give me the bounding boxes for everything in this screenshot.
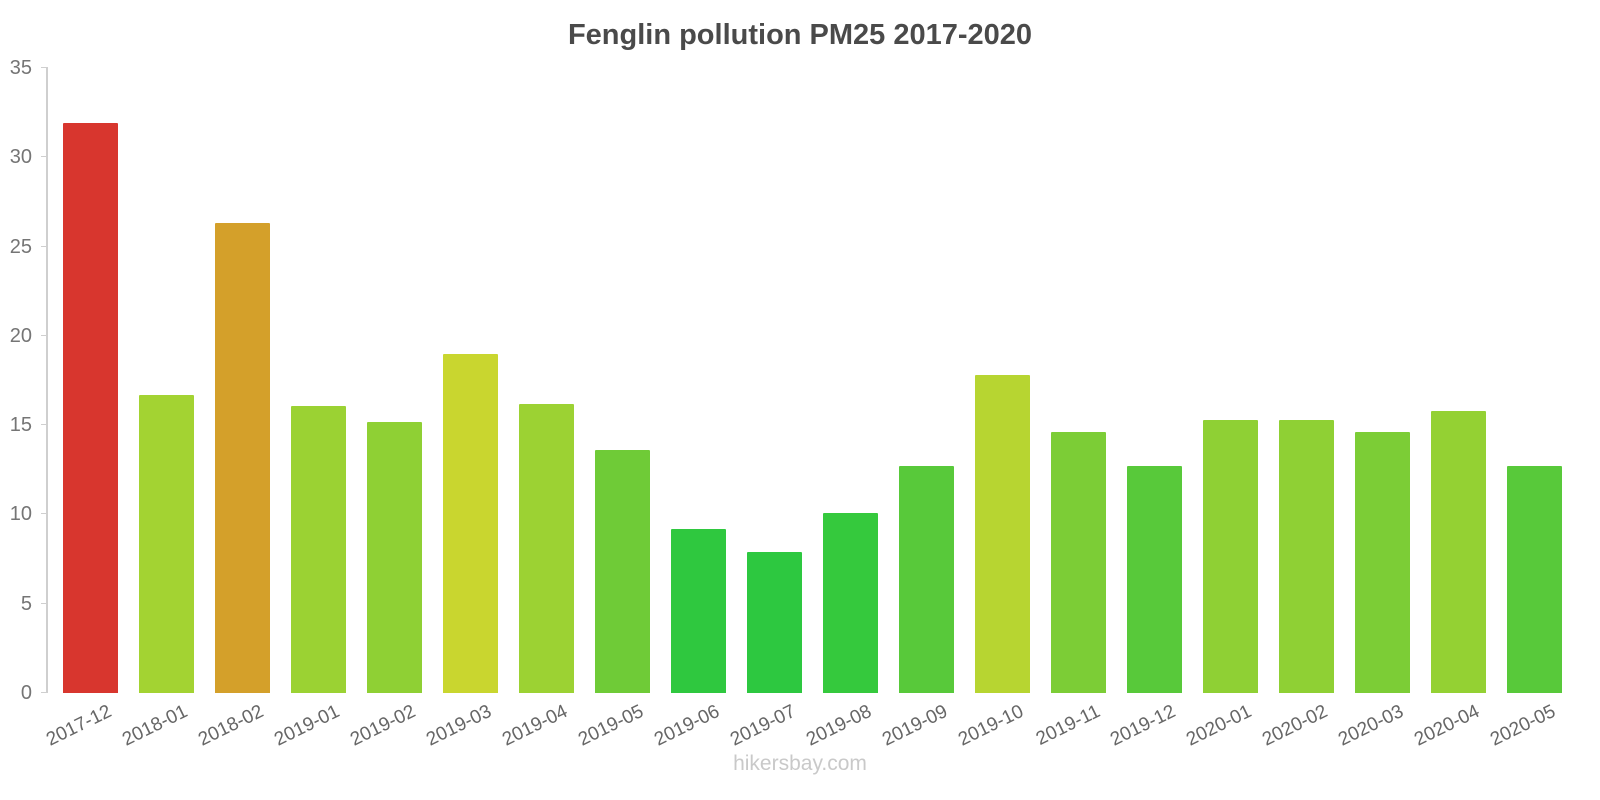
y-tick-mark [41,602,48,604]
bar-slot: 2019-03 [423,68,508,750]
bar-slot: 2018-01 [119,68,204,750]
bar-2019-11[interactable] [1050,432,1106,693]
x-tick-label: 2020-02 [1259,701,1332,751]
x-tick-label: 2018-01 [119,701,192,751]
bar-slot: 2019-12 [1107,68,1192,750]
bar-2020-03[interactable] [1354,432,1410,693]
bar-2019-07[interactable] [746,551,802,693]
bar-2020-02[interactable] [1278,419,1334,693]
y-tick-label: 20 [9,324,32,347]
bar-slot: 2020-04 [1411,68,1496,750]
y-tick-mark [41,67,48,68]
x-tick-label: 2020-05 [1487,701,1560,751]
bar-2019-09[interactable] [898,466,954,693]
x-tick-label: 2019-02 [347,701,420,751]
bar-slot: 2019-01 [271,68,356,750]
bar-2019-12[interactable] [1126,466,1182,693]
bar-slot: 2020-03 [1335,68,1420,750]
x-tick-label: 2019-12 [1107,701,1180,751]
y-tick-mark [41,424,48,426]
x-tick-label: 2020-01 [1183,701,1256,751]
y-tick-mark [41,334,48,336]
bar-slot: 2019-04 [499,68,584,750]
x-tick-label: 2018-02 [195,701,268,751]
bar-2020-01[interactable] [1202,419,1258,693]
y-tick-label: 35 [9,57,32,79]
bar-slot: 2019-06 [651,68,736,750]
chart-title: Fenglin pollution PM25 2017-2020 [567,19,1033,51]
x-tick-label: 2020-03 [1335,701,1408,751]
x-tick-label: 2019-07 [727,701,800,751]
y-tick-label: 10 [9,503,32,526]
bar-chart: Fenglin pollution PM25 2017-2020 2017-12… [10,19,1572,775]
bar-2019-01[interactable] [290,405,346,693]
bar-slot: 2017-12 [43,68,128,750]
bar-2019-10[interactable] [974,375,1030,693]
bar-slot: 2019-08 [803,68,888,750]
bar-2019-06[interactable] [670,528,726,693]
bar-2018-01[interactable] [138,394,194,693]
watermark: hikersbay.com [733,752,867,775]
x-tick-label: 2019-04 [499,701,572,751]
y-tick-mark [41,513,48,515]
x-tick-label: 2019-11 [1032,701,1104,750]
bar-slot: 2019-07 [727,68,812,750]
bar-slot: 2019-09 [879,68,964,750]
bar-2018-02[interactable] [214,223,270,693]
x-tick-label: 2017-12 [43,701,116,751]
y-tick-label: 30 [9,146,32,169]
y-tick-mark [41,156,48,158]
bar-slot: 2020-01 [1183,68,1268,750]
bar-2020-05[interactable] [1506,466,1562,693]
x-tick-label: 2019-08 [803,701,876,751]
x-tick-label: 2019-05 [575,701,648,751]
y-tick-mark [41,245,48,247]
bar-2019-05[interactable] [594,450,650,693]
y-tick-label: 5 [20,592,32,615]
x-tick-label: 2019-01 [271,701,344,751]
x-tick-label: 2020-04 [1411,701,1484,751]
bar-slot: 2019-05 [575,68,660,750]
bar-slot: 2020-05 [1487,68,1572,750]
y-tick-label: 25 [9,235,32,258]
plot-wrap: 2017-12 2018-01 2018-02 2019-01 2019-02 2019-… [10,58,1572,750]
bar-2019-03[interactable] [442,353,498,693]
bar-slot: 2018-02 [195,68,280,750]
bar-slot: 2019-11 [1033,68,1116,750]
bar-2019-08[interactable] [822,512,878,693]
y-tick-label: 0 [20,682,32,704]
bars-container: 2017-12 2018-01 2018-02 2019-01 2019-02 2019-… [43,68,1572,750]
x-tick-label: 2019-06 [651,701,724,751]
x-tick-label: 2019-10 [955,701,1028,751]
bar-2019-02[interactable] [366,421,422,693]
x-tick-label: 2019-03 [423,701,496,751]
y-tick-label: 15 [9,414,32,437]
x-tick-label: 2019-09 [879,701,952,751]
y-tick-mark [41,692,48,693]
bar-2020-04[interactable] [1430,410,1486,693]
bar-slot: 2020-02 [1259,68,1344,750]
bar-slot: 2019-02 [347,68,432,750]
plot-area: 2017-12 2018-01 2018-02 2019-01 2019-02 2019-… [10,58,1572,750]
bar-slot: 2019-10 [955,68,1040,750]
bar-2017-12[interactable] [62,123,118,693]
bar-2019-04[interactable] [518,403,574,693]
